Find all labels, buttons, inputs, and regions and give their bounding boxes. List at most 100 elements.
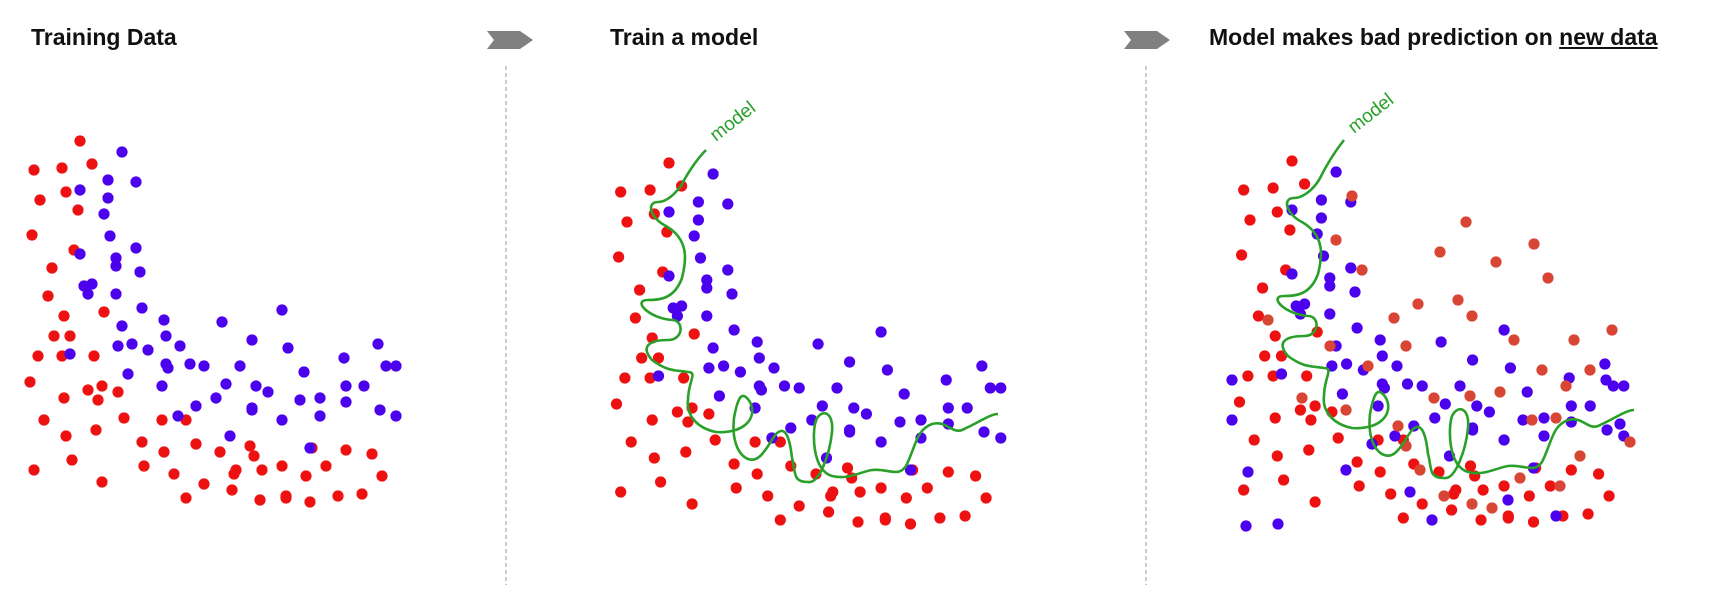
data-point xyxy=(34,194,46,206)
data-point xyxy=(142,344,154,356)
data-point xyxy=(1299,178,1311,190)
data-point xyxy=(629,312,642,324)
new-data-point xyxy=(1460,216,1472,228)
data-point xyxy=(1603,490,1615,502)
data-point xyxy=(1446,504,1458,516)
data-point xyxy=(160,330,172,342)
data-point xyxy=(1374,334,1386,346)
data-point xyxy=(96,476,108,488)
new-data-point xyxy=(1452,294,1464,306)
data-point xyxy=(904,464,917,476)
data-point xyxy=(1517,414,1529,426)
data-point xyxy=(190,438,202,450)
data-point xyxy=(713,390,726,402)
panel-3-title-emphasis: new data xyxy=(1559,24,1658,50)
data-point xyxy=(1238,184,1250,196)
data-point xyxy=(1401,378,1414,390)
data-point xyxy=(1416,380,1428,392)
data-point xyxy=(1601,424,1613,436)
data-point xyxy=(678,372,690,384)
data-point xyxy=(636,352,648,364)
new-data-point xyxy=(1414,464,1426,476)
new-data-point xyxy=(1508,334,1520,346)
data-point xyxy=(174,340,186,352)
new-data-point xyxy=(1340,404,1352,416)
data-point xyxy=(718,360,730,372)
data-point xyxy=(652,370,665,382)
data-point xyxy=(774,514,786,526)
data-point xyxy=(1372,400,1384,412)
data-point xyxy=(831,382,843,394)
new-data-point xyxy=(1466,498,1478,510)
model-boundary xyxy=(1276,139,1635,480)
data-point xyxy=(894,416,906,428)
data-point xyxy=(210,392,222,404)
data-point xyxy=(652,352,665,364)
data-point xyxy=(854,486,866,498)
data-point xyxy=(116,320,128,332)
data-point xyxy=(102,174,114,186)
data-point xyxy=(262,386,274,398)
data-point xyxy=(304,496,316,508)
data-point xyxy=(774,436,786,448)
data-point xyxy=(686,498,698,510)
data-point xyxy=(74,184,86,196)
data-point xyxy=(58,392,70,404)
data-point xyxy=(1353,480,1365,492)
data-point xyxy=(168,468,180,480)
data-point xyxy=(692,196,705,208)
data-point xyxy=(26,229,38,241)
data-point xyxy=(1267,370,1279,382)
data-point xyxy=(1345,262,1357,274)
new-data-point xyxy=(1330,234,1342,246)
data-point xyxy=(216,316,228,328)
data-point xyxy=(82,384,94,396)
right-arrow-icon xyxy=(487,31,533,49)
data-point xyxy=(1303,444,1315,456)
new-data-point xyxy=(1494,386,1506,398)
data-point xyxy=(130,176,142,188)
data-point xyxy=(1498,434,1510,446)
data-point xyxy=(860,408,873,420)
data-point xyxy=(1267,182,1279,194)
data-point xyxy=(1593,468,1605,480)
new-data-point xyxy=(1490,256,1502,268)
data-point xyxy=(1448,488,1460,500)
data-point xyxy=(1582,508,1594,520)
model-label: model xyxy=(1344,90,1398,138)
new-data-point xyxy=(1438,490,1450,502)
data-point xyxy=(98,208,110,220)
data-point xyxy=(1521,386,1533,398)
data-point xyxy=(942,402,954,414)
data-point xyxy=(619,372,631,384)
data-point xyxy=(390,360,402,372)
data-point xyxy=(816,400,828,412)
new-data-point xyxy=(1502,494,1514,506)
data-point xyxy=(314,392,326,404)
data-point xyxy=(707,168,719,180)
data-point xyxy=(1454,380,1466,392)
new-data-point xyxy=(1324,340,1336,352)
data-point xyxy=(112,386,124,398)
data-point xyxy=(663,157,675,169)
data-point xyxy=(158,446,170,458)
data-point xyxy=(755,384,768,396)
new-data-point xyxy=(1574,450,1586,462)
new-data-point xyxy=(1624,436,1636,448)
data-point xyxy=(48,330,60,342)
data-point xyxy=(246,402,258,414)
data-point xyxy=(366,448,378,460)
data-point xyxy=(1351,456,1363,468)
data-point xyxy=(96,380,108,392)
data-point xyxy=(1244,214,1256,226)
data-point xyxy=(879,514,891,526)
data-point xyxy=(214,446,226,458)
data-point xyxy=(110,252,122,264)
panel-1-points xyxy=(24,135,402,508)
data-point xyxy=(1416,498,1428,510)
panel-2-points xyxy=(610,157,1007,530)
new-data-point xyxy=(1528,238,1540,250)
data-point xyxy=(980,492,992,504)
data-point xyxy=(730,482,742,494)
data-point xyxy=(1324,280,1336,292)
